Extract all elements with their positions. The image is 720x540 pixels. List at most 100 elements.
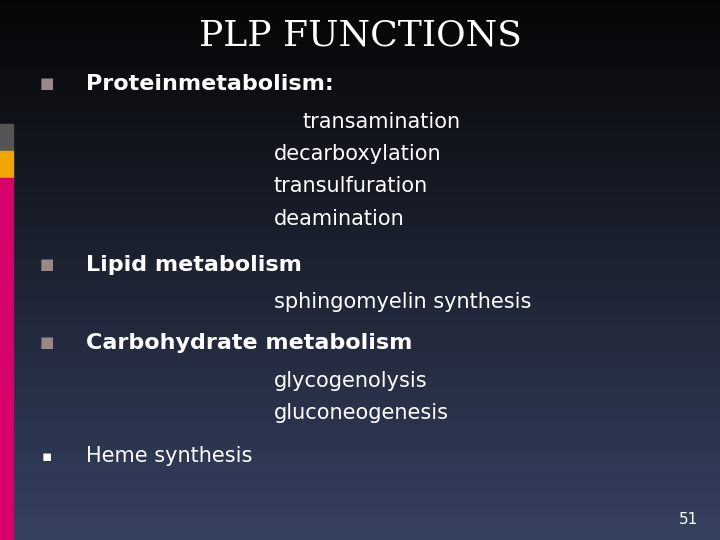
Bar xyxy=(0,475,720,478)
Bar xyxy=(0,213,720,216)
Bar xyxy=(0,383,720,386)
Bar xyxy=(0,364,720,367)
Text: ■: ■ xyxy=(40,257,54,272)
Bar xyxy=(0,216,720,219)
Bar xyxy=(0,230,720,232)
Bar xyxy=(0,505,720,508)
Bar xyxy=(0,19,720,22)
Bar xyxy=(0,491,720,494)
Bar xyxy=(0,11,720,14)
Bar xyxy=(0,22,720,24)
Bar xyxy=(0,294,720,297)
Bar xyxy=(0,486,720,489)
Bar xyxy=(0,456,720,459)
Bar xyxy=(0,159,720,162)
Bar xyxy=(0,240,720,243)
Bar xyxy=(0,181,720,184)
Bar xyxy=(0,184,720,186)
Bar xyxy=(0,178,720,181)
Bar xyxy=(0,500,720,502)
Bar xyxy=(0,57,720,59)
Bar xyxy=(0,338,720,340)
Bar xyxy=(0,243,720,246)
Bar xyxy=(0,270,720,273)
Bar xyxy=(0,275,720,278)
Bar xyxy=(0,54,720,57)
Bar xyxy=(0,68,720,70)
Bar xyxy=(0,483,720,486)
Text: gluconeogenesis: gluconeogenesis xyxy=(274,403,449,423)
Bar xyxy=(0,81,720,84)
Bar xyxy=(0,389,720,392)
Bar xyxy=(0,86,720,89)
Bar xyxy=(0,43,720,46)
Bar xyxy=(0,224,720,227)
Text: sphingomyelin synthesis: sphingomyelin synthesis xyxy=(274,292,531,313)
Bar xyxy=(0,443,720,445)
Bar xyxy=(0,381,720,383)
Bar xyxy=(0,273,720,275)
Bar xyxy=(0,494,720,497)
Bar xyxy=(0,497,720,500)
Bar xyxy=(0,470,720,472)
Bar xyxy=(0,221,720,224)
Bar xyxy=(0,332,720,335)
Bar xyxy=(0,124,720,127)
Bar xyxy=(0,254,720,256)
Bar xyxy=(0,300,720,302)
Bar xyxy=(0,319,720,321)
Bar xyxy=(0,194,720,197)
Bar xyxy=(0,202,720,205)
Bar xyxy=(0,521,720,524)
Bar xyxy=(0,310,720,313)
Bar xyxy=(0,367,720,370)
Bar xyxy=(0,197,720,200)
Bar xyxy=(0,510,720,513)
Bar xyxy=(0,262,720,265)
Bar xyxy=(0,157,720,159)
Bar xyxy=(0,70,720,73)
Bar xyxy=(0,502,720,505)
Bar xyxy=(0,49,720,51)
Text: ▪: ▪ xyxy=(42,449,52,464)
Bar xyxy=(0,132,720,135)
Bar xyxy=(0,265,720,267)
Bar xyxy=(0,151,13,178)
Bar xyxy=(0,256,720,259)
Bar xyxy=(0,5,720,8)
Bar xyxy=(0,516,720,518)
Bar xyxy=(0,97,720,100)
Bar xyxy=(0,130,720,132)
Bar xyxy=(0,392,720,394)
Bar xyxy=(0,408,720,410)
Bar xyxy=(0,162,720,165)
Bar xyxy=(0,78,720,81)
Bar xyxy=(0,397,720,400)
Bar xyxy=(0,170,720,173)
Bar xyxy=(0,165,720,167)
Text: Heme synthesis: Heme synthesis xyxy=(86,446,253,467)
Bar xyxy=(0,286,720,289)
Bar xyxy=(0,14,720,16)
Bar xyxy=(0,400,720,402)
Bar xyxy=(0,205,720,208)
Bar xyxy=(0,454,720,456)
Bar xyxy=(0,100,720,103)
Bar xyxy=(0,24,720,27)
Bar xyxy=(0,84,720,86)
Bar xyxy=(0,424,720,427)
Bar xyxy=(0,418,720,421)
Bar xyxy=(0,535,720,537)
Bar xyxy=(0,143,720,146)
Bar xyxy=(0,124,13,151)
Bar xyxy=(0,116,720,119)
Bar xyxy=(0,94,720,97)
Bar xyxy=(0,46,720,49)
Bar xyxy=(0,478,720,481)
Bar xyxy=(0,321,720,324)
Bar xyxy=(0,373,720,375)
Bar xyxy=(0,394,720,397)
Bar xyxy=(0,146,720,148)
Bar xyxy=(0,35,720,38)
Bar xyxy=(0,532,720,535)
